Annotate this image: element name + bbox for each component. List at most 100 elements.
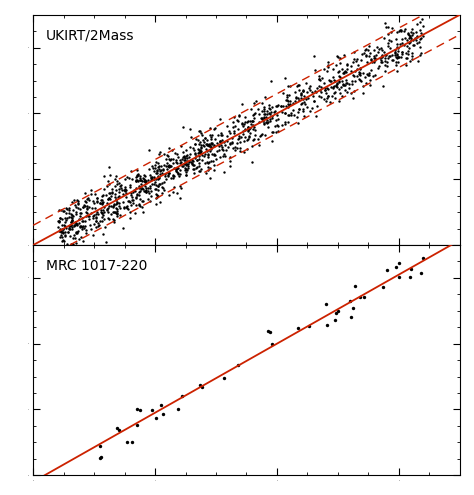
Point [380, 34, 388, 42]
Point [330, 82, 337, 90]
Point [263, 107, 271, 115]
Point [139, 185, 147, 193]
Point [99, 230, 107, 238]
Point [408, 36, 415, 44]
Point [65, 226, 73, 234]
Point [155, 172, 162, 180]
Point [210, 151, 218, 159]
Point [261, 109, 269, 117]
Point [219, 151, 227, 159]
Point [189, 157, 197, 165]
Point [375, 46, 383, 53]
Point [150, 173, 157, 181]
Point [419, 15, 426, 23]
Point [210, 143, 218, 150]
Point [216, 115, 224, 123]
Point [335, 77, 343, 85]
Point [284, 118, 292, 126]
Point [185, 153, 192, 161]
Point [375, 62, 383, 70]
Point [150, 175, 158, 183]
Point [133, 405, 141, 413]
Point [201, 150, 209, 158]
Point [57, 227, 64, 235]
Point [196, 147, 204, 154]
Point [140, 175, 148, 183]
Point [310, 97, 318, 104]
Point [89, 197, 97, 205]
Point [292, 94, 300, 101]
Point [383, 51, 390, 59]
Point [155, 173, 163, 181]
Point [241, 148, 248, 156]
Point [138, 184, 146, 192]
Point [147, 192, 155, 200]
Point [255, 110, 263, 118]
Point [167, 174, 174, 182]
Point [105, 194, 113, 201]
Point [128, 167, 135, 175]
Point [132, 177, 139, 185]
Point [115, 199, 123, 207]
Point [154, 159, 162, 167]
Point [68, 223, 75, 231]
Point [331, 316, 339, 324]
Point [107, 210, 115, 218]
Point [384, 54, 392, 62]
Point [194, 148, 202, 156]
Point [134, 171, 141, 179]
Point [265, 103, 273, 111]
Point [55, 217, 63, 225]
Point [158, 189, 165, 197]
Point [341, 68, 348, 76]
Point [359, 82, 366, 90]
Point [133, 176, 141, 184]
Point [370, 58, 377, 66]
Point [303, 88, 311, 96]
Point [274, 101, 282, 109]
Point [159, 410, 166, 418]
Point [154, 175, 162, 183]
Point [173, 159, 181, 167]
Point [204, 150, 212, 158]
Point [141, 176, 148, 184]
Point [251, 114, 258, 122]
Point [193, 156, 201, 164]
Point [259, 99, 266, 107]
Point [328, 92, 336, 100]
Point [113, 198, 121, 206]
Point [234, 117, 242, 125]
Point [263, 110, 271, 118]
Point [97, 196, 105, 204]
Point [65, 224, 73, 232]
Point [133, 190, 141, 198]
Point [369, 72, 377, 80]
Point [336, 89, 344, 97]
Point [144, 187, 152, 195]
Point [80, 203, 87, 211]
Point [255, 132, 263, 140]
Point [190, 145, 197, 152]
Point [210, 150, 218, 158]
Point [146, 197, 154, 205]
Point [165, 191, 173, 199]
Point [377, 56, 384, 64]
Point [195, 152, 203, 160]
Point [155, 182, 162, 190]
Point [417, 44, 424, 51]
Point [364, 46, 372, 53]
Point [210, 142, 218, 149]
Point [315, 72, 322, 80]
Point [241, 118, 249, 126]
Point [351, 282, 358, 290]
Point [234, 135, 241, 143]
Point [225, 127, 233, 135]
Point [113, 205, 121, 213]
Point [83, 201, 91, 209]
Point [237, 148, 244, 155]
Point [410, 41, 418, 49]
Point [203, 136, 211, 144]
Point [164, 162, 172, 170]
Point [244, 117, 251, 125]
Point [112, 172, 120, 180]
